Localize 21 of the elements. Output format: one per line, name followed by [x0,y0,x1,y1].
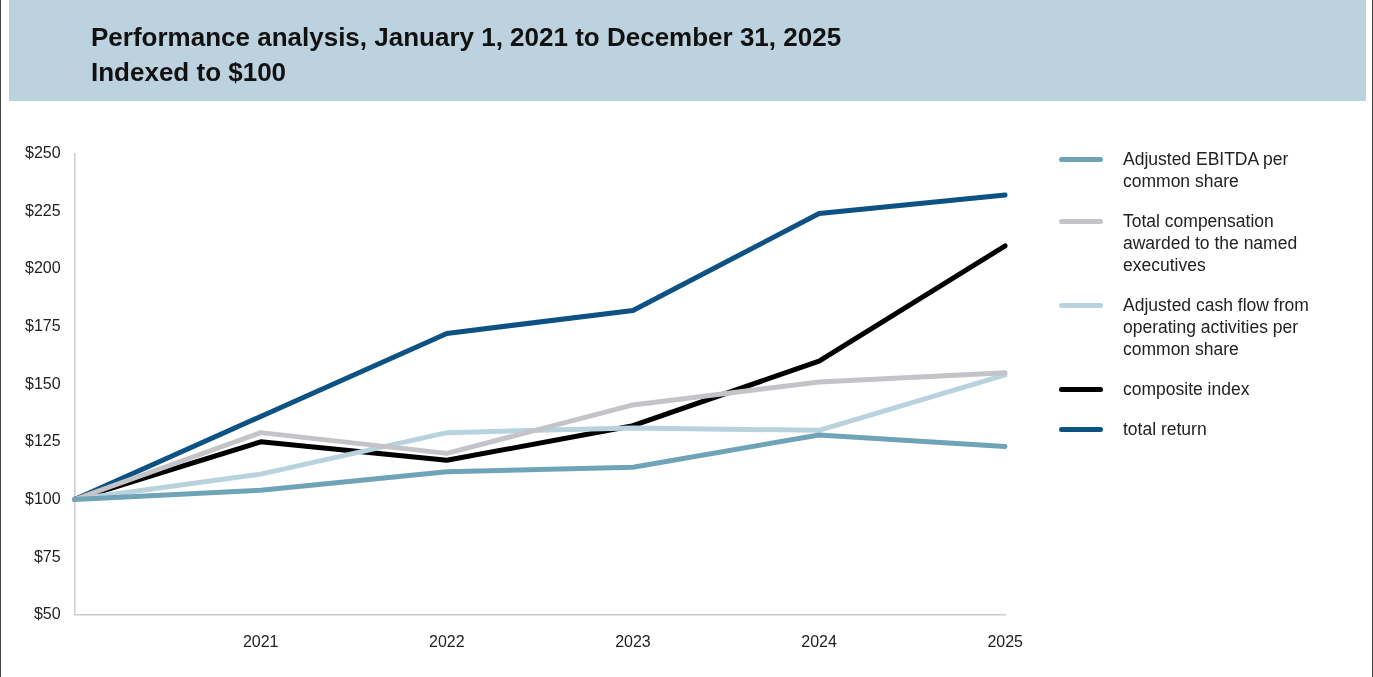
y-tick-label: $200 [25,259,61,277]
x-tick-label: 2022 [429,632,465,650]
y-tick-label: $150 [25,374,61,392]
x-tick-label: 2025 [987,632,1024,650]
x-tick-label: 2024 [801,632,837,650]
y-tick-label: $125 [25,432,61,450]
legend-label: Adjusted cash flow from operating activities per common share [1123,294,1309,360]
y-tick-label: $75 [33,547,61,565]
legend-label: composite index [1123,378,1250,400]
y-tick-label: $225 [25,201,61,219]
x-tick-label: 2021 [242,632,279,650]
legend-label: Total compensation awarded to the named executives [1123,210,1299,276]
legend-label: total return [1123,418,1207,440]
x-tick-label: 2023 [615,632,651,650]
y-tick-label: $50 [33,605,61,623]
legend-label: Adjusted EBITDA per common share [1123,148,1290,192]
y-tick-label: $250 [25,144,61,162]
y-tick-label: $100 [25,489,61,507]
chart-subtitle: Indexed to $100 [91,57,287,88]
y-tick-label: $175 [25,316,61,334]
chart-title: Performance analysis, January 1, 2021 to December 31, 2025 [91,22,842,53]
